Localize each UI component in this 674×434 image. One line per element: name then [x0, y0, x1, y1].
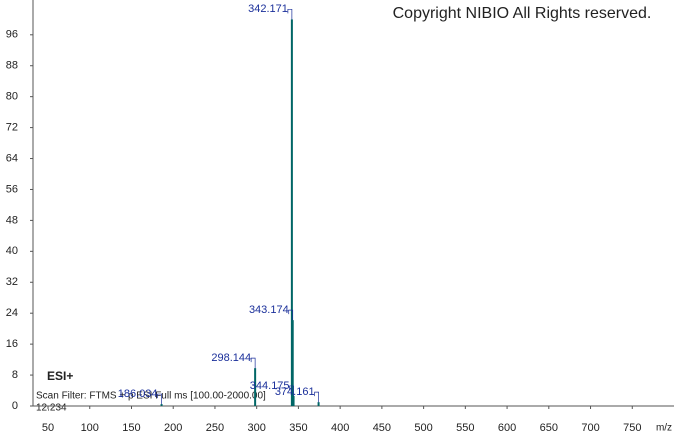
- x-tick-label: 200: [164, 422, 182, 434]
- y-tick-label: 16: [6, 338, 18, 350]
- y-tick-label: 8: [12, 369, 18, 381]
- copyright: Copyright NIBIO All Rights reserved.: [393, 5, 652, 22]
- peak-label: 186.034: [118, 388, 158, 400]
- y-tick-label: 56: [6, 183, 18, 195]
- x-tick-label: 300: [248, 422, 266, 434]
- y-tick-label: 0: [12, 400, 18, 412]
- x-tick-label: 450: [373, 422, 391, 434]
- ionization: ESI+: [47, 369, 73, 383]
- label-bracket: [157, 393, 162, 405]
- x-tick-label: 100: [81, 422, 99, 434]
- peak-label: 343.174: [249, 304, 289, 316]
- label-bracket: [287, 8, 293, 20]
- label-bracket: [289, 385, 294, 396]
- x-tick-label: 500: [414, 422, 432, 434]
- x-tick-label: 600: [498, 422, 516, 434]
- x-tick-label: 350: [289, 422, 307, 434]
- label-bracket: [288, 309, 294, 321]
- peak-label: 344.175: [250, 380, 290, 392]
- label-bracket: [314, 391, 319, 403]
- y-tick-label: 96: [6, 29, 18, 41]
- scan-filter: Scan Filter: FTMS + p ESI Full ms [100.0…: [36, 391, 266, 402]
- x-tick-label: 400: [331, 422, 349, 434]
- peak-label: 298.144: [211, 352, 251, 364]
- x-tick-label: 650: [540, 422, 558, 434]
- y-tick-label: 32: [6, 276, 18, 288]
- x-tick-label: 50: [42, 422, 54, 434]
- y-tick-label: 80: [6, 91, 18, 103]
- y-tick-label: 48: [6, 214, 18, 226]
- x-tick-label: 250: [206, 422, 224, 434]
- x-tick-label: 550: [456, 422, 474, 434]
- x-tick-label: 750: [623, 422, 641, 434]
- y-tick-label: 88: [6, 60, 18, 72]
- x-tick-label: 150: [122, 422, 140, 434]
- label-bracket: [250, 357, 256, 369]
- retention-time: 12.234: [36, 403, 67, 414]
- y-tick-label: 24: [6, 307, 18, 319]
- y-tick-label: 64: [6, 152, 18, 164]
- y-tick-label: 72: [6, 122, 18, 134]
- x-axis-label: m/z: [656, 423, 672, 434]
- x-tick-label: 700: [581, 422, 599, 434]
- peak-label: 342.171: [248, 3, 288, 15]
- y-tick-label: 40: [6, 245, 18, 257]
- peak-label: 374.161: [275, 386, 315, 398]
